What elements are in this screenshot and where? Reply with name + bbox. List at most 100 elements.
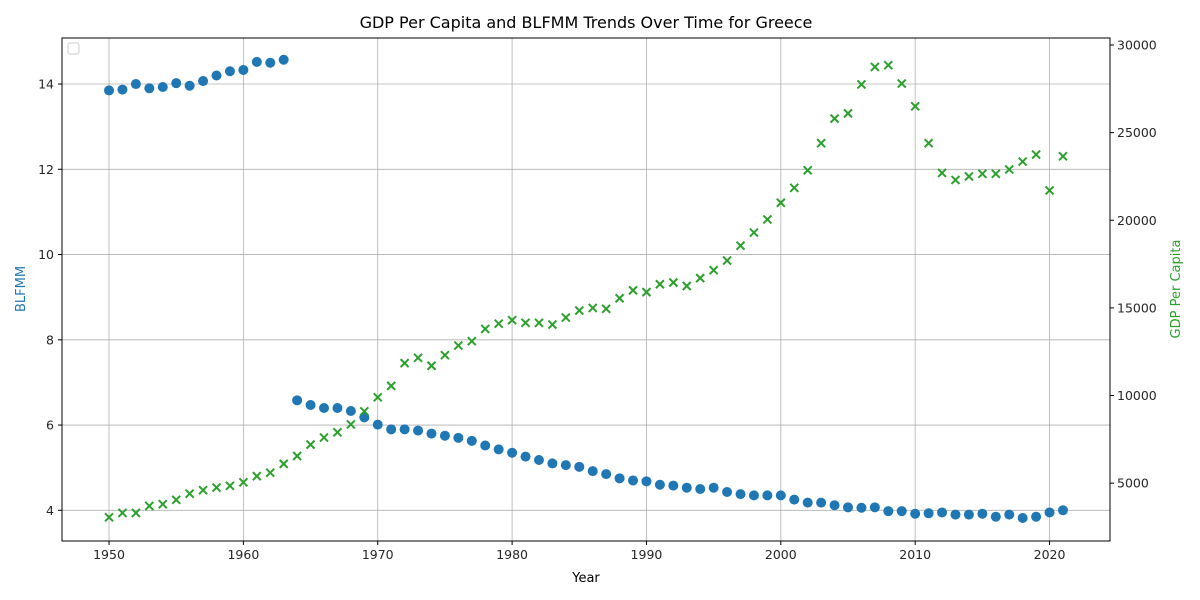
blfmm-point — [762, 490, 773, 501]
blfmm-point — [319, 403, 329, 414]
left-y-axis-title: BLFMM — [14, 266, 29, 312]
x-tick-label: 1970 — [362, 547, 394, 562]
gdp-per-capita-point — [735, 240, 746, 251]
blfmm-point — [775, 490, 786, 501]
blfmm-point — [695, 483, 706, 494]
right-y-tick-label: 5000 — [1117, 476, 1149, 491]
blfmm-point — [601, 469, 612, 480]
gdp-per-capita-point — [184, 488, 195, 499]
blfmm-point — [668, 480, 679, 491]
gdp-per-capita-point — [682, 281, 692, 291]
blfmm-point — [937, 507, 948, 518]
blfmm-point — [130, 79, 141, 90]
gdp-per-capita-point — [507, 315, 517, 325]
gdp-per-capita-point — [870, 62, 880, 72]
blfmm-point — [345, 405, 356, 416]
gdp-per-capita-point — [708, 265, 719, 275]
blfmm-point — [910, 508, 921, 519]
gdp-per-capita-point — [278, 459, 289, 469]
gdp-per-capita-point — [991, 169, 1001, 179]
blfmm-point — [802, 497, 813, 508]
gdp-per-capita-point — [319, 432, 329, 443]
x-tick-label: 1960 — [227, 547, 259, 562]
blfmm-point — [547, 458, 558, 469]
gdp-per-capita-point — [467, 336, 477, 346]
x-tick-label: 2010 — [899, 547, 931, 562]
blfmm-point — [507, 447, 518, 458]
x-tick-label: 2000 — [765, 547, 797, 562]
right-y-axis-ticks: 5000 10000 15000 20000 25000 30000 — [1110, 38, 1157, 491]
plot-frame — [61, 37, 1111, 542]
blfmm-point — [224, 66, 235, 77]
gdp-per-capita-point — [628, 285, 638, 296]
blfmm-point — [211, 70, 222, 81]
gdp-per-capita-point — [547, 319, 558, 330]
x-tick-label: 1980 — [496, 547, 528, 562]
blfmm-point — [896, 506, 907, 517]
gdp-per-capita-point — [332, 427, 343, 438]
blfmm-point — [963, 509, 974, 520]
gdp-per-capita-point — [158, 499, 168, 509]
right-y-tick-label: 25000 — [1117, 125, 1157, 140]
gdp-per-capita-point — [399, 358, 410, 368]
gdp-per-capita-point — [386, 381, 396, 391]
gdp-per-capita-point — [762, 214, 773, 225]
left-y-tick-label: 12 — [38, 162, 54, 177]
blfmm-point — [869, 502, 880, 513]
gdp-per-capita-point — [225, 481, 235, 491]
blfmm-point — [278, 54, 289, 65]
gdp-per-capita-point — [520, 318, 531, 328]
left-y-tick-label: 8 — [46, 332, 54, 347]
blfmm-point — [426, 428, 437, 439]
blfmm-point — [722, 486, 733, 497]
gdp-per-capita-point — [937, 168, 947, 178]
gdp-per-capita-point — [923, 138, 934, 148]
blfmm-point — [923, 508, 934, 519]
x-axis-title: Year — [571, 571, 600, 586]
gdp-per-capita-point — [171, 495, 181, 505]
blfmm-point — [144, 83, 155, 94]
blfmm-point — [372, 419, 383, 430]
blfmm-point — [466, 435, 477, 446]
blfmm-point — [883, 506, 894, 517]
gdp-per-capita-point — [198, 485, 208, 495]
blfmm-point — [843, 502, 853, 513]
gdp-per-capita-point — [1044, 185, 1055, 196]
blfmm-point — [789, 494, 800, 505]
gdp-per-capita-point — [749, 227, 759, 238]
x-tick-label: 1950 — [93, 547, 125, 562]
gdp-per-capita-point — [238, 477, 249, 487]
blfmm-point — [1057, 505, 1068, 516]
blfmm-point — [520, 451, 531, 462]
gdp-per-capita-point — [802, 165, 813, 176]
blfmm-point — [157, 82, 168, 93]
gdp-per-capita-series — [104, 60, 1068, 523]
blfmm-point — [816, 497, 827, 508]
blfmm-point — [399, 424, 410, 435]
gdp-per-capita-point — [373, 392, 383, 402]
right-y-tick-label: 20000 — [1117, 213, 1157, 228]
blfmm-point — [238, 64, 249, 75]
left-y-axis-ticks: 4 6 8 10 12 14 — [38, 77, 62, 518]
gdp-per-capita-point — [1031, 149, 1041, 160]
chart-title: GDP Per Capita and BLFMM Trends Over Tim… — [360, 13, 813, 32]
blfmm-point — [574, 461, 585, 472]
blfmm-point — [251, 56, 262, 67]
gdp-per-capita-point — [1017, 156, 1028, 167]
blfmm-point — [386, 424, 397, 435]
gdp-per-capita-point — [252, 471, 262, 481]
blfmm-point — [681, 482, 692, 493]
gdp-per-capita-point — [305, 439, 316, 450]
gdp-per-capita-point — [776, 198, 786, 208]
blfmm-point — [1017, 512, 1028, 523]
left-y-tick-label: 10 — [38, 247, 54, 262]
blfmm-point — [533, 455, 544, 466]
gdp-per-capita-point — [211, 482, 222, 493]
blfmm-point — [265, 57, 276, 68]
blfmm-point — [439, 430, 450, 441]
left-y-tick-label: 14 — [38, 77, 54, 92]
gdp-per-capita-point — [413, 353, 423, 363]
blfmm-point — [480, 440, 491, 451]
gdp-per-capita-point — [910, 101, 920, 112]
right-y-axis-title: GDP Per Capita — [1169, 240, 1184, 339]
